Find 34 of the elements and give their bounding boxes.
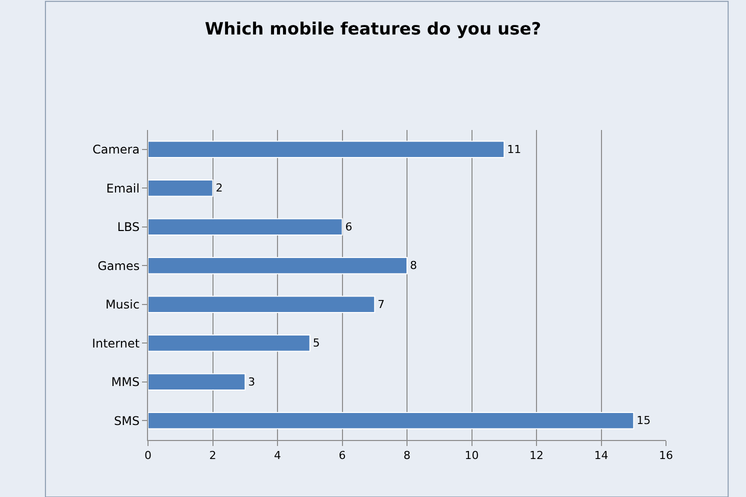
data-label: 5 — [312, 336, 320, 350]
data-label: 11 — [507, 142, 522, 156]
bar — [148, 218, 343, 236]
data-label: 2 — [216, 182, 223, 195]
x-tick-label: 2 — [209, 449, 216, 462]
bar — [148, 256, 408, 274]
y-tick-label: MMS — [111, 375, 140, 390]
y-tick-label: SMS — [114, 414, 140, 428]
y-tick-label: Email — [106, 181, 140, 196]
bar — [148, 179, 214, 197]
x-tick-label: 4 — [274, 449, 281, 462]
x-tick-label: 16 — [659, 449, 673, 462]
x-tick-label: 8 — [404, 449, 410, 462]
data-label: 3 — [248, 375, 256, 388]
y-tick-label: Games — [98, 258, 140, 273]
x-tick-label: 14 — [594, 449, 608, 462]
x-tick-label: 0 — [144, 449, 152, 462]
y-tick-label: Music — [105, 298, 140, 312]
chart-title: Which mobile features do you use? — [204, 19, 542, 40]
bar — [148, 373, 246, 391]
data-label: 7 — [378, 298, 385, 311]
data-label: 8 — [410, 259, 417, 272]
x-tick-label: 12 — [530, 449, 544, 462]
data-label: 15 — [636, 414, 651, 428]
x-tick-label: 10 — [464, 449, 479, 462]
data-label: 6 — [345, 220, 352, 234]
bar — [148, 140, 505, 158]
bar — [148, 412, 634, 430]
bar — [148, 334, 310, 352]
x-tick-label: 6 — [338, 449, 346, 462]
bar — [148, 296, 376, 314]
y-tick-label: LBS — [117, 220, 140, 234]
y-tick-label: Internet — [92, 336, 140, 350]
y-tick-label: Camera — [92, 142, 140, 157]
